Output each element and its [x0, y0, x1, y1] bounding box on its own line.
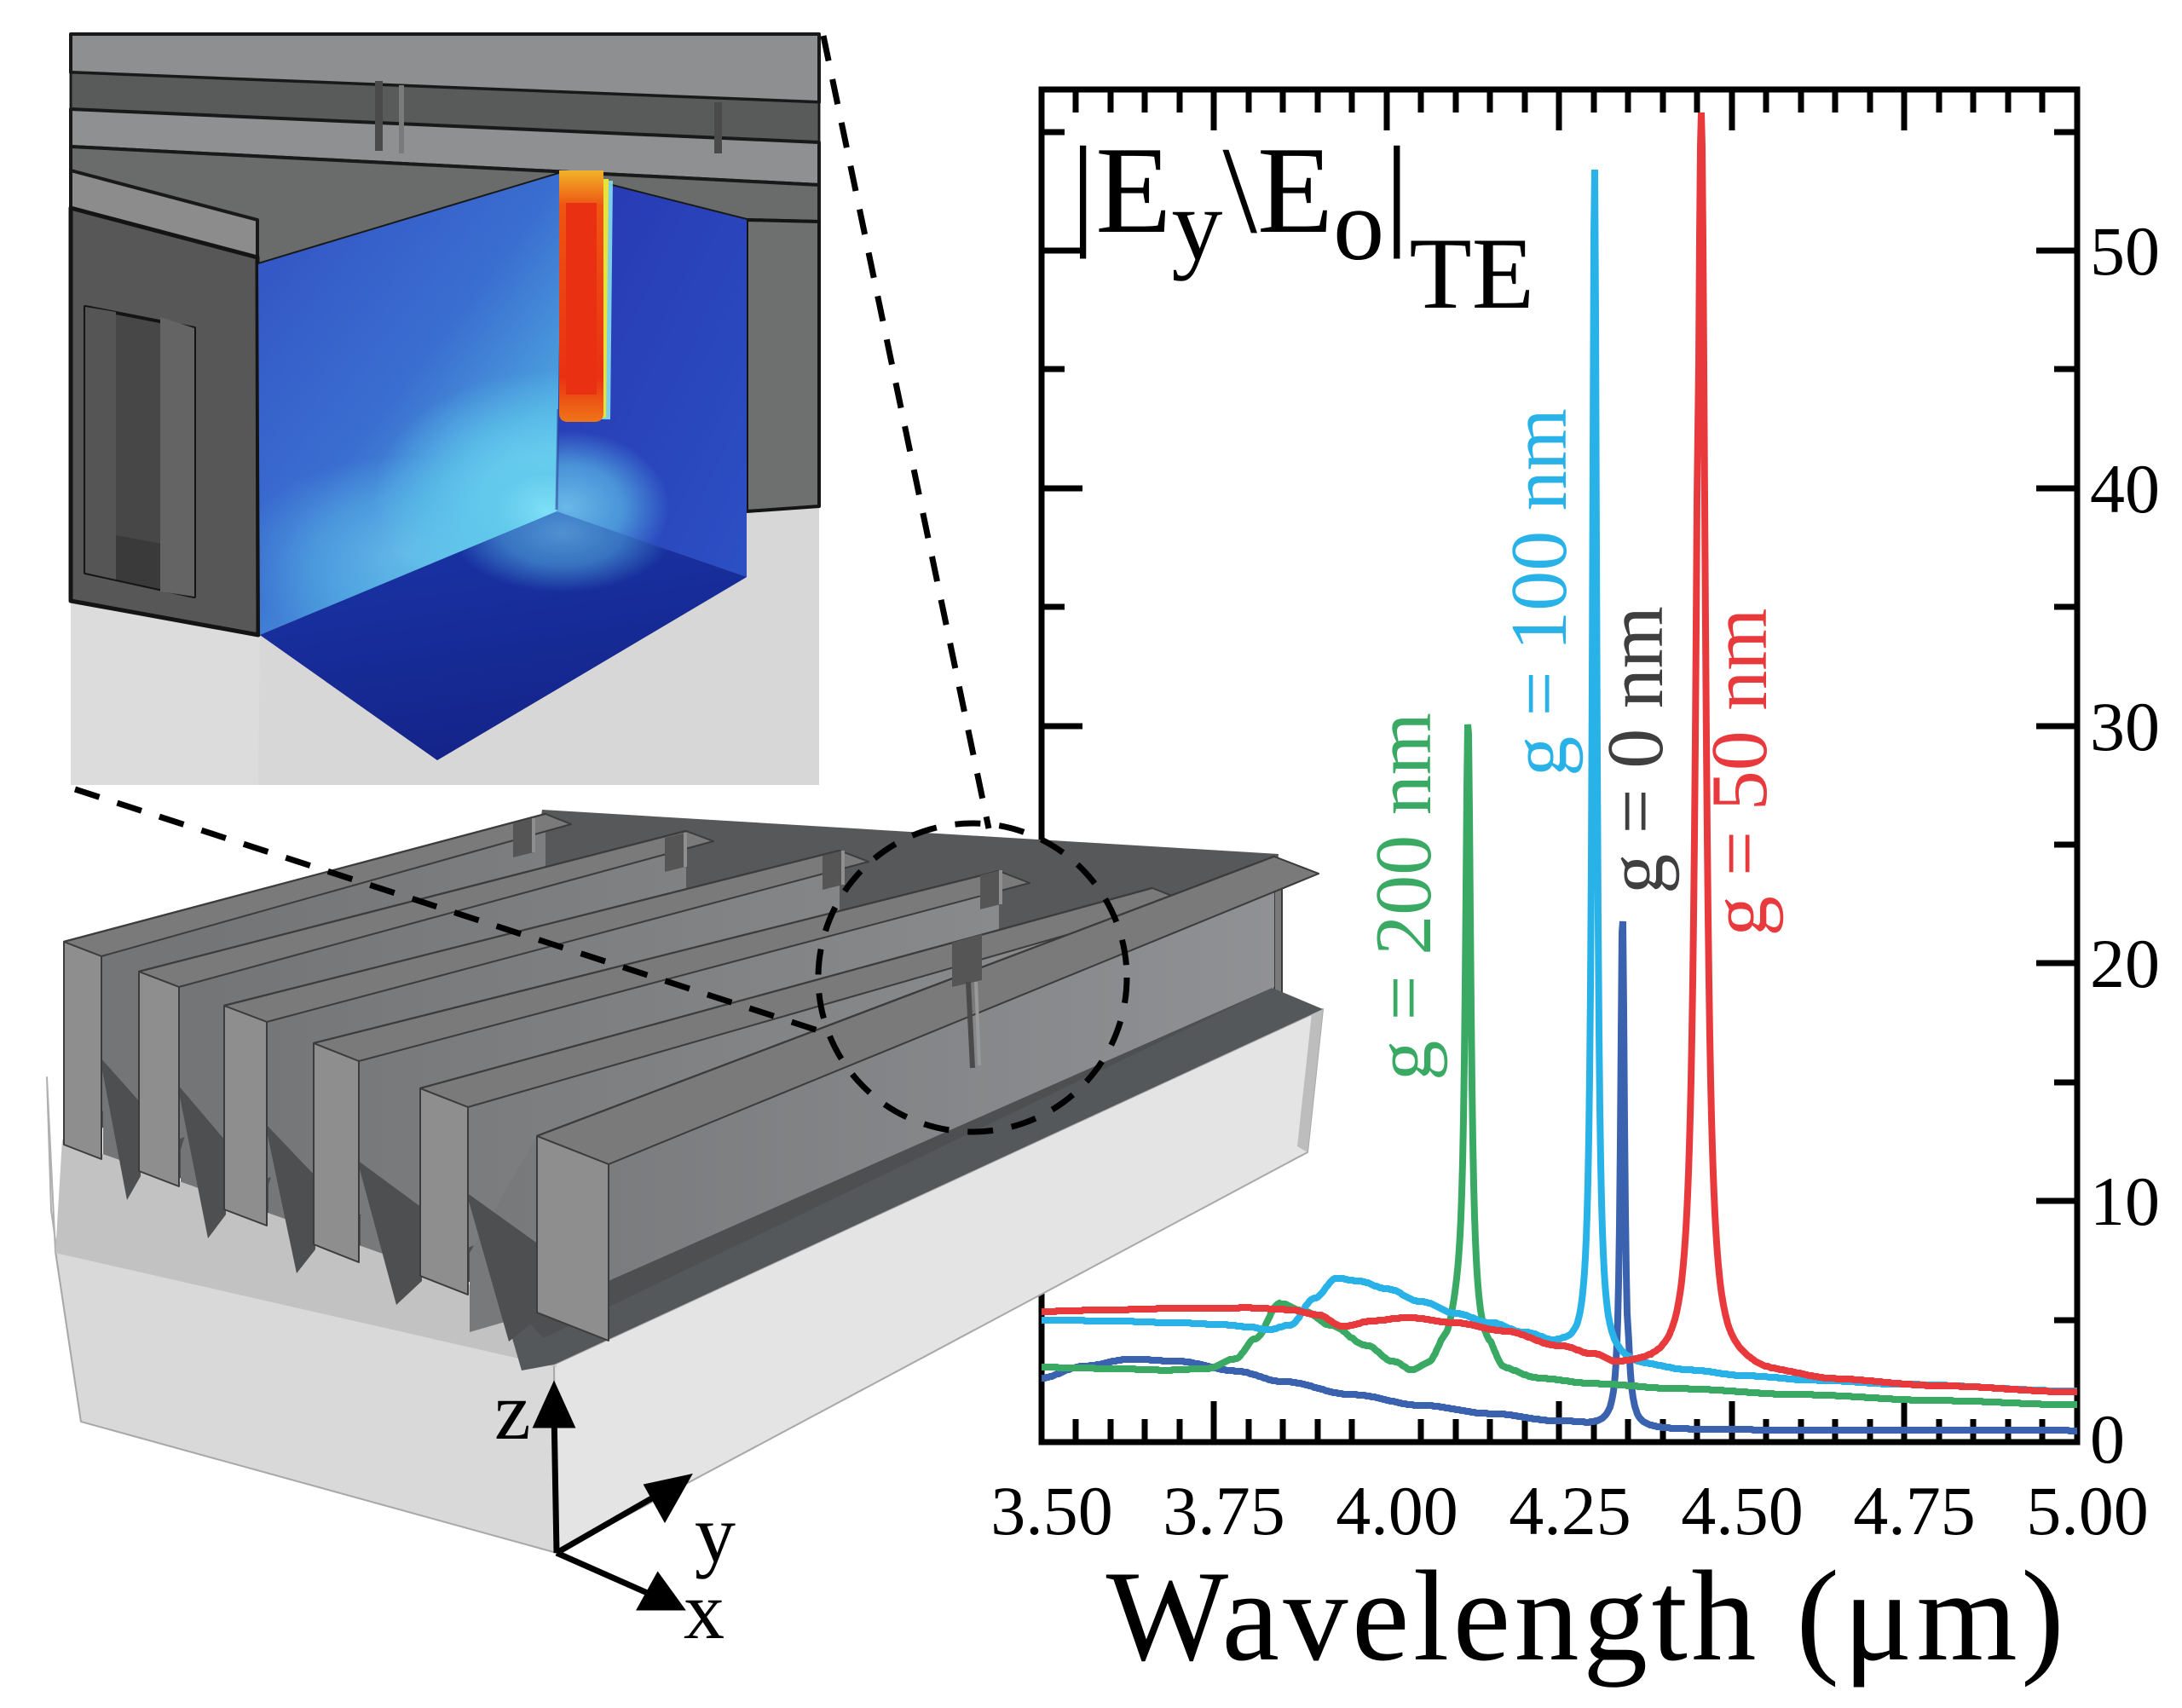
- svg-text:z: z: [494, 1365, 531, 1457]
- svg-text:4.50: 4.50: [1681, 1472, 1804, 1549]
- svg-text:3.50: 3.50: [990, 1472, 1113, 1549]
- svg-text:10: 10: [2090, 1163, 2160, 1240]
- svg-text:30: 30: [2090, 688, 2160, 765]
- svg-text:g = 0 nm: g = 0 nm: [1591, 606, 1680, 894]
- svg-text:g = 200 nm: g = 200 nm: [1359, 713, 1448, 1081]
- svg-text:50: 50: [2090, 212, 2160, 290]
- svg-text:g = 50 nm: g = 50 nm: [1695, 609, 1784, 937]
- svg-text:20: 20: [2090, 925, 2160, 1002]
- svg-text:0: 0: [2090, 1400, 2125, 1478]
- svg-text:4.25: 4.25: [1509, 1472, 1631, 1549]
- svg-text:5.00: 5.00: [2026, 1472, 2149, 1549]
- svg-text:4.00: 4.00: [1336, 1472, 1458, 1549]
- svg-text:x: x: [684, 1565, 724, 1656]
- svg-text:Wavelength (μm): Wavelength (μm): [1106, 1544, 2069, 1688]
- svg-text:g = 100 nm: g = 100 nm: [1495, 408, 1584, 776]
- svg-text:3.75: 3.75: [1163, 1472, 1285, 1549]
- svg-text:4.75: 4.75: [1853, 1472, 1976, 1549]
- svg-text:40: 40: [2090, 450, 2160, 528]
- svg-text:y: y: [695, 1488, 736, 1579]
